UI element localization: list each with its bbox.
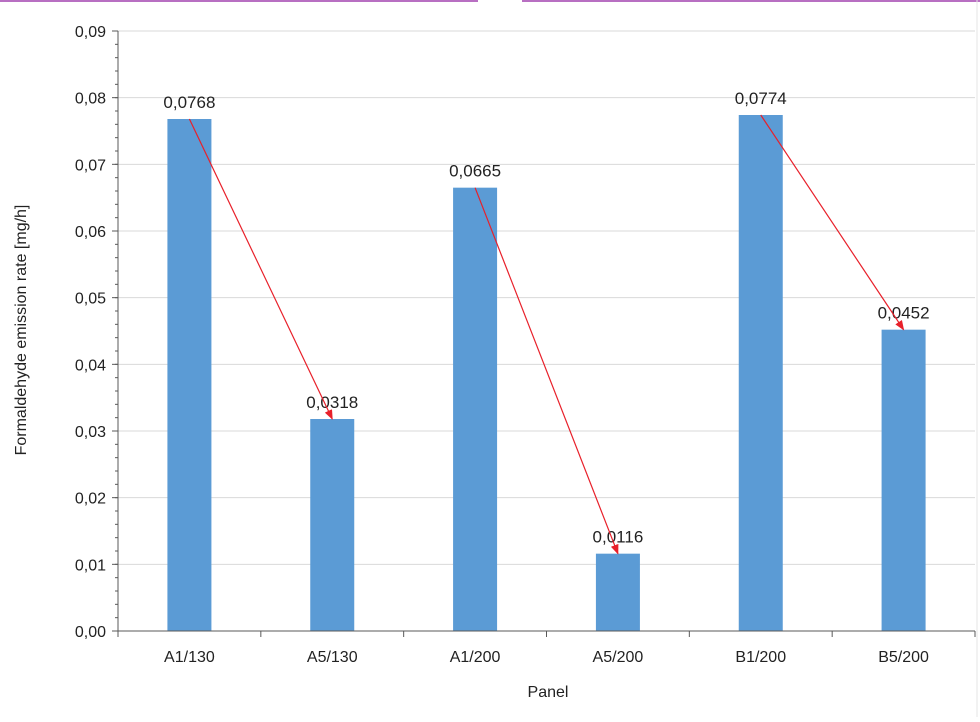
x-tick-label: A5/130 <box>307 649 358 666</box>
x-tick-label: A1/130 <box>164 649 215 666</box>
bar-A1-200 <box>453 187 498 631</box>
x-tick-label: A5/200 <box>593 649 644 666</box>
y-axis-label: Formaldehyde emission rate [mg/h] <box>13 205 30 456</box>
trend-arrow <box>474 187 619 555</box>
bar-A1-130 <box>167 119 212 631</box>
data-label: 0,0452 <box>878 304 930 323</box>
bar-A5-130 <box>310 419 355 631</box>
y-tick-label: 0,00 <box>75 624 106 641</box>
bar-A5-200 <box>595 553 640 631</box>
y-tick-label: 0,08 <box>75 91 106 108</box>
data-label: 0,0768 <box>163 93 215 112</box>
data-label: 0,0116 <box>593 528 644 547</box>
trend-arrow <box>188 118 333 420</box>
y-tick-label: 0,01 <box>75 557 106 574</box>
x-tick-label: A1/200 <box>450 649 501 666</box>
y-tick-label: 0,03 <box>75 424 106 441</box>
x-tick-label: B5/200 <box>878 649 929 666</box>
bar-B1-200 <box>738 115 783 631</box>
data-label: 0,0665 <box>449 162 501 181</box>
data-label: 0,0318 <box>306 393 358 412</box>
y-tick-label: 0,06 <box>75 224 106 241</box>
x-axis-label: Panel <box>528 684 569 701</box>
y-tick-label: 0,02 <box>75 491 106 508</box>
data-label: 0,0774 <box>735 89 787 108</box>
y-tick-label: 0,07 <box>75 157 106 174</box>
trend-arrow <box>760 114 905 331</box>
y-tick-label: 0,05 <box>75 291 106 308</box>
bar-B5-200 <box>881 329 926 631</box>
y-tick-label: 0,09 <box>75 24 106 41</box>
x-tick-label: B1/200 <box>735 649 786 666</box>
y-tick-label: 0,04 <box>75 357 106 374</box>
